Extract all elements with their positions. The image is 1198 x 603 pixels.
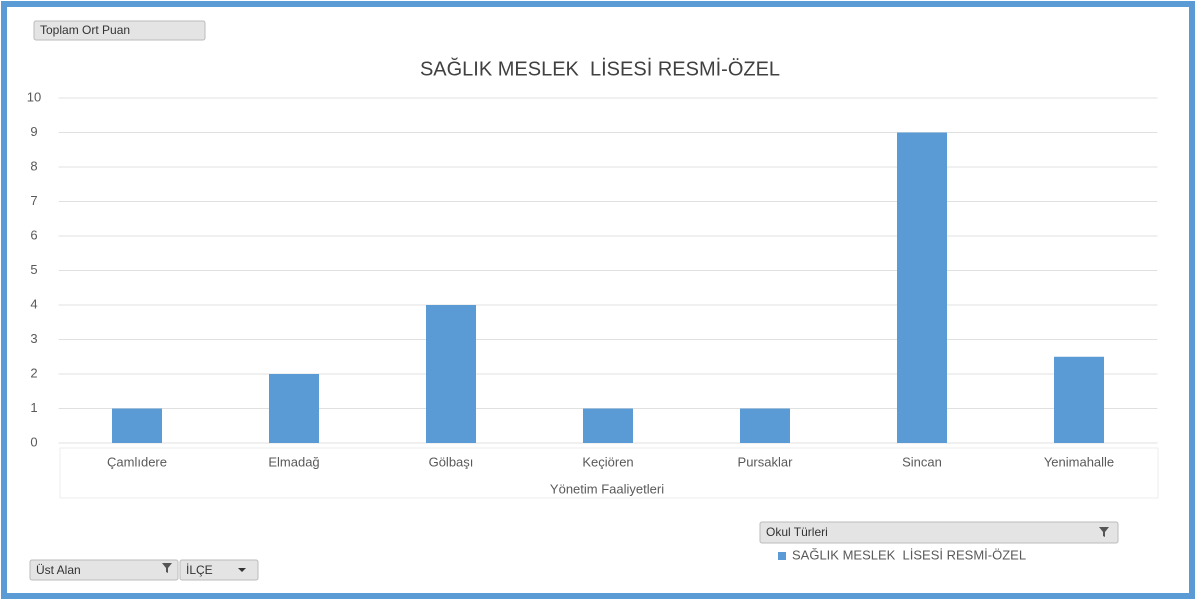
x-tick-label: Yenimahalle (1044, 454, 1114, 469)
y-tick-label: 10 (27, 89, 41, 104)
axis-area (59, 447, 1159, 499)
filter-icon (162, 563, 172, 573)
x-tick-label: Pursaklar (738, 454, 794, 469)
y-tick-label: 6 (30, 227, 37, 242)
y-tick-label: 3 (30, 331, 37, 346)
legend-swatch (778, 552, 786, 560)
button-bg (33, 20, 206, 41)
button-label: Okul Türleri (766, 525, 828, 539)
bar (426, 305, 476, 443)
bar (897, 132, 947, 443)
y-tick-label: 4 (30, 296, 37, 311)
axis-button[interactable]: İLÇE (179, 559, 259, 581)
x-tick-label: Çamlıdere (107, 454, 167, 469)
legend-button[interactable]: Okul Türleri (759, 521, 1119, 544)
bar (583, 408, 633, 443)
y-tick-label: 1 (30, 400, 37, 415)
button-label: Toplam Ort Puan (40, 23, 130, 37)
x-axis-title: Yönetim Faaliyetleri (550, 481, 664, 496)
y-tick-label: 9 (30, 124, 37, 139)
value-button[interactable]: Toplam Ort Puan (33, 20, 206, 41)
bar (740, 408, 790, 443)
button-bg (179, 559, 259, 581)
axis-button[interactable]: Üst Alan (29, 559, 179, 581)
x-tick-label: Elmadağ (268, 454, 319, 469)
legend-label: SAĞLIK MESLEK LİSESİ RESMİ-ÖZEL (792, 547, 1026, 562)
chart-title: SAĞLIK MESLEK LİSESİ RESMİ-ÖZEL (420, 57, 780, 80)
filter-icon (1099, 527, 1109, 537)
bar (1054, 356, 1104, 443)
x-tick-label: Keçiören (582, 454, 633, 469)
button-bg (29, 559, 179, 581)
y-tick-label: 0 (30, 434, 37, 449)
button-bg (759, 521, 1119, 544)
bar (112, 408, 162, 443)
x-tick-label: Sincan (902, 454, 942, 469)
y-tick-label: 8 (30, 158, 37, 173)
y-tick-label: 2 (30, 365, 37, 380)
x-tick-label: Gölbaşı (429, 454, 474, 469)
dropdown-icon (238, 568, 246, 572)
bar (269, 374, 319, 443)
y-tick-label: 7 (30, 193, 37, 208)
button-label: Üst Alan (36, 563, 81, 577)
button-label: İLÇE (186, 563, 213, 577)
y-tick-label: 5 (30, 262, 37, 277)
